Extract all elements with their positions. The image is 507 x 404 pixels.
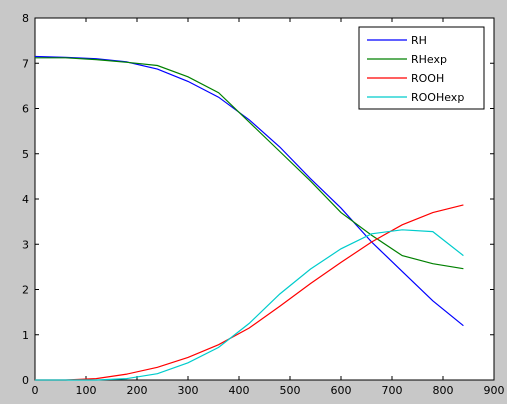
y-tick-label: 7 — [22, 57, 29, 70]
legend: RH RHexp ROOH ROOHexp — [358, 26, 485, 110]
y-tick-label: 2 — [22, 284, 29, 297]
series-line-rh — [34, 55, 464, 327]
y-tick-label: 0 — [22, 374, 29, 387]
x-tick-label: 300 — [178, 384, 199, 397]
x-tick-label: 400 — [229, 384, 250, 397]
x-tick-label: 700 — [382, 384, 403, 397]
y-tick-label: 6 — [22, 103, 29, 116]
x-tick-label: 500 — [280, 384, 301, 397]
series-lines — [34, 55, 464, 381]
legend-box — [358, 26, 485, 110]
series-line-rhexp — [35, 57, 464, 270]
legend-label: ROOHexp — [411, 91, 464, 104]
x-tick-label: 600 — [331, 384, 352, 397]
axis-ticks: 0 100 200 300 400 500 600 700 800 900 0 1 2 3 4 5 6 7 8 — [22, 12, 505, 397]
series-line-roohexp — [35, 229, 464, 381]
y-tick-label: 3 — [22, 238, 29, 251]
x-tick-label: 100 — [76, 384, 97, 397]
y-tick-label: 1 — [22, 329, 29, 342]
legend-label: RH — [411, 34, 427, 47]
x-tick-label: 900 — [484, 384, 505, 397]
y-tick-label: 4 — [22, 193, 29, 206]
x-tick-label: 800 — [433, 384, 454, 397]
y-tick-label: 8 — [22, 12, 29, 25]
x-tick-label: 200 — [127, 384, 148, 397]
legend-label: RHexp — [411, 53, 447, 66]
x-tick-label: 0 — [32, 384, 39, 397]
y-tick-label: 5 — [22, 148, 29, 161]
legend-label: ROOH — [411, 72, 444, 85]
